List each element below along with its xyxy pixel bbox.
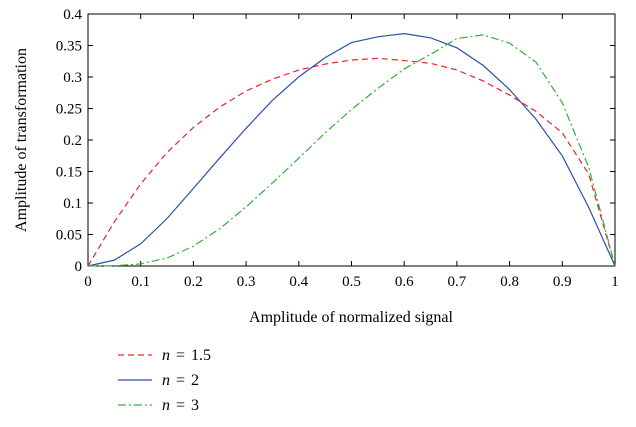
axis-tick-labels: 0 0.1 0.2 0.3 0.4 0.5 0.6 0.7 0.8 0.9 1 0 0.05 0.1 0.1… <box>56 7 619 290</box>
y-tick-label: 0.15 <box>56 165 82 181</box>
x-tick-label: 0.7 <box>448 274 467 290</box>
y-axis-label: Amplitude of transformation <box>13 48 30 232</box>
x-tick-label: 0.8 <box>500 274 519 290</box>
legend-label-n-2: n = 2 <box>162 372 199 389</box>
legend-value: 1.5 <box>191 347 211 364</box>
y-tick-label: 0.35 <box>56 39 82 55</box>
legend-variable: n <box>162 347 170 364</box>
legend-equals: = <box>176 397 185 414</box>
y-tick-label: 0.4 <box>63 7 82 23</box>
y-tick-label: 0.3 <box>63 70 82 86</box>
series-line-n-3 <box>87 34 616 267</box>
y-tick-label: 0 <box>75 259 83 275</box>
legend-label-n-3: n = 3 <box>162 397 199 414</box>
legend-variable: n <box>162 397 170 414</box>
legend-label-n-1.5: n = 1.5 <box>162 347 211 364</box>
plot-area-border <box>87 13 616 267</box>
y-tick-label: 0.25 <box>56 102 82 118</box>
x-tick-label: 0.4 <box>289 274 308 290</box>
x-tick-label: 0 <box>84 274 92 290</box>
legend-equals: = <box>176 347 185 364</box>
x-tick-label: 1 <box>611 274 619 290</box>
x-axis-label: Amplitude of normalized signal <box>249 309 454 326</box>
legend-value: 3 <box>191 397 199 414</box>
series-line-n-2 <box>87 33 616 267</box>
series-lines <box>87 33 616 267</box>
y-tick-label: 0.1 <box>63 196 82 212</box>
y-tick-label: 0.05 <box>56 228 82 244</box>
y-tick-label: 0.2 <box>63 133 82 149</box>
x-tick-label: 0.2 <box>184 274 203 290</box>
x-tick-label: 0.5 <box>342 274 361 290</box>
x-tick-label: 0.1 <box>131 274 150 290</box>
series-line-n-1.5 <box>87 57 616 267</box>
legend-value: 2 <box>191 372 199 389</box>
axis-ticks <box>87 13 616 267</box>
x-tick-label: 0.6 <box>395 274 414 290</box>
x-tick-label: 0.9 <box>553 274 572 290</box>
legend: n = 1.5 n = 2 n = 3 <box>118 347 211 414</box>
x-tick-label: 0.3 <box>237 274 256 290</box>
legend-equals: = <box>176 372 185 389</box>
legend-variable: n <box>162 372 170 389</box>
